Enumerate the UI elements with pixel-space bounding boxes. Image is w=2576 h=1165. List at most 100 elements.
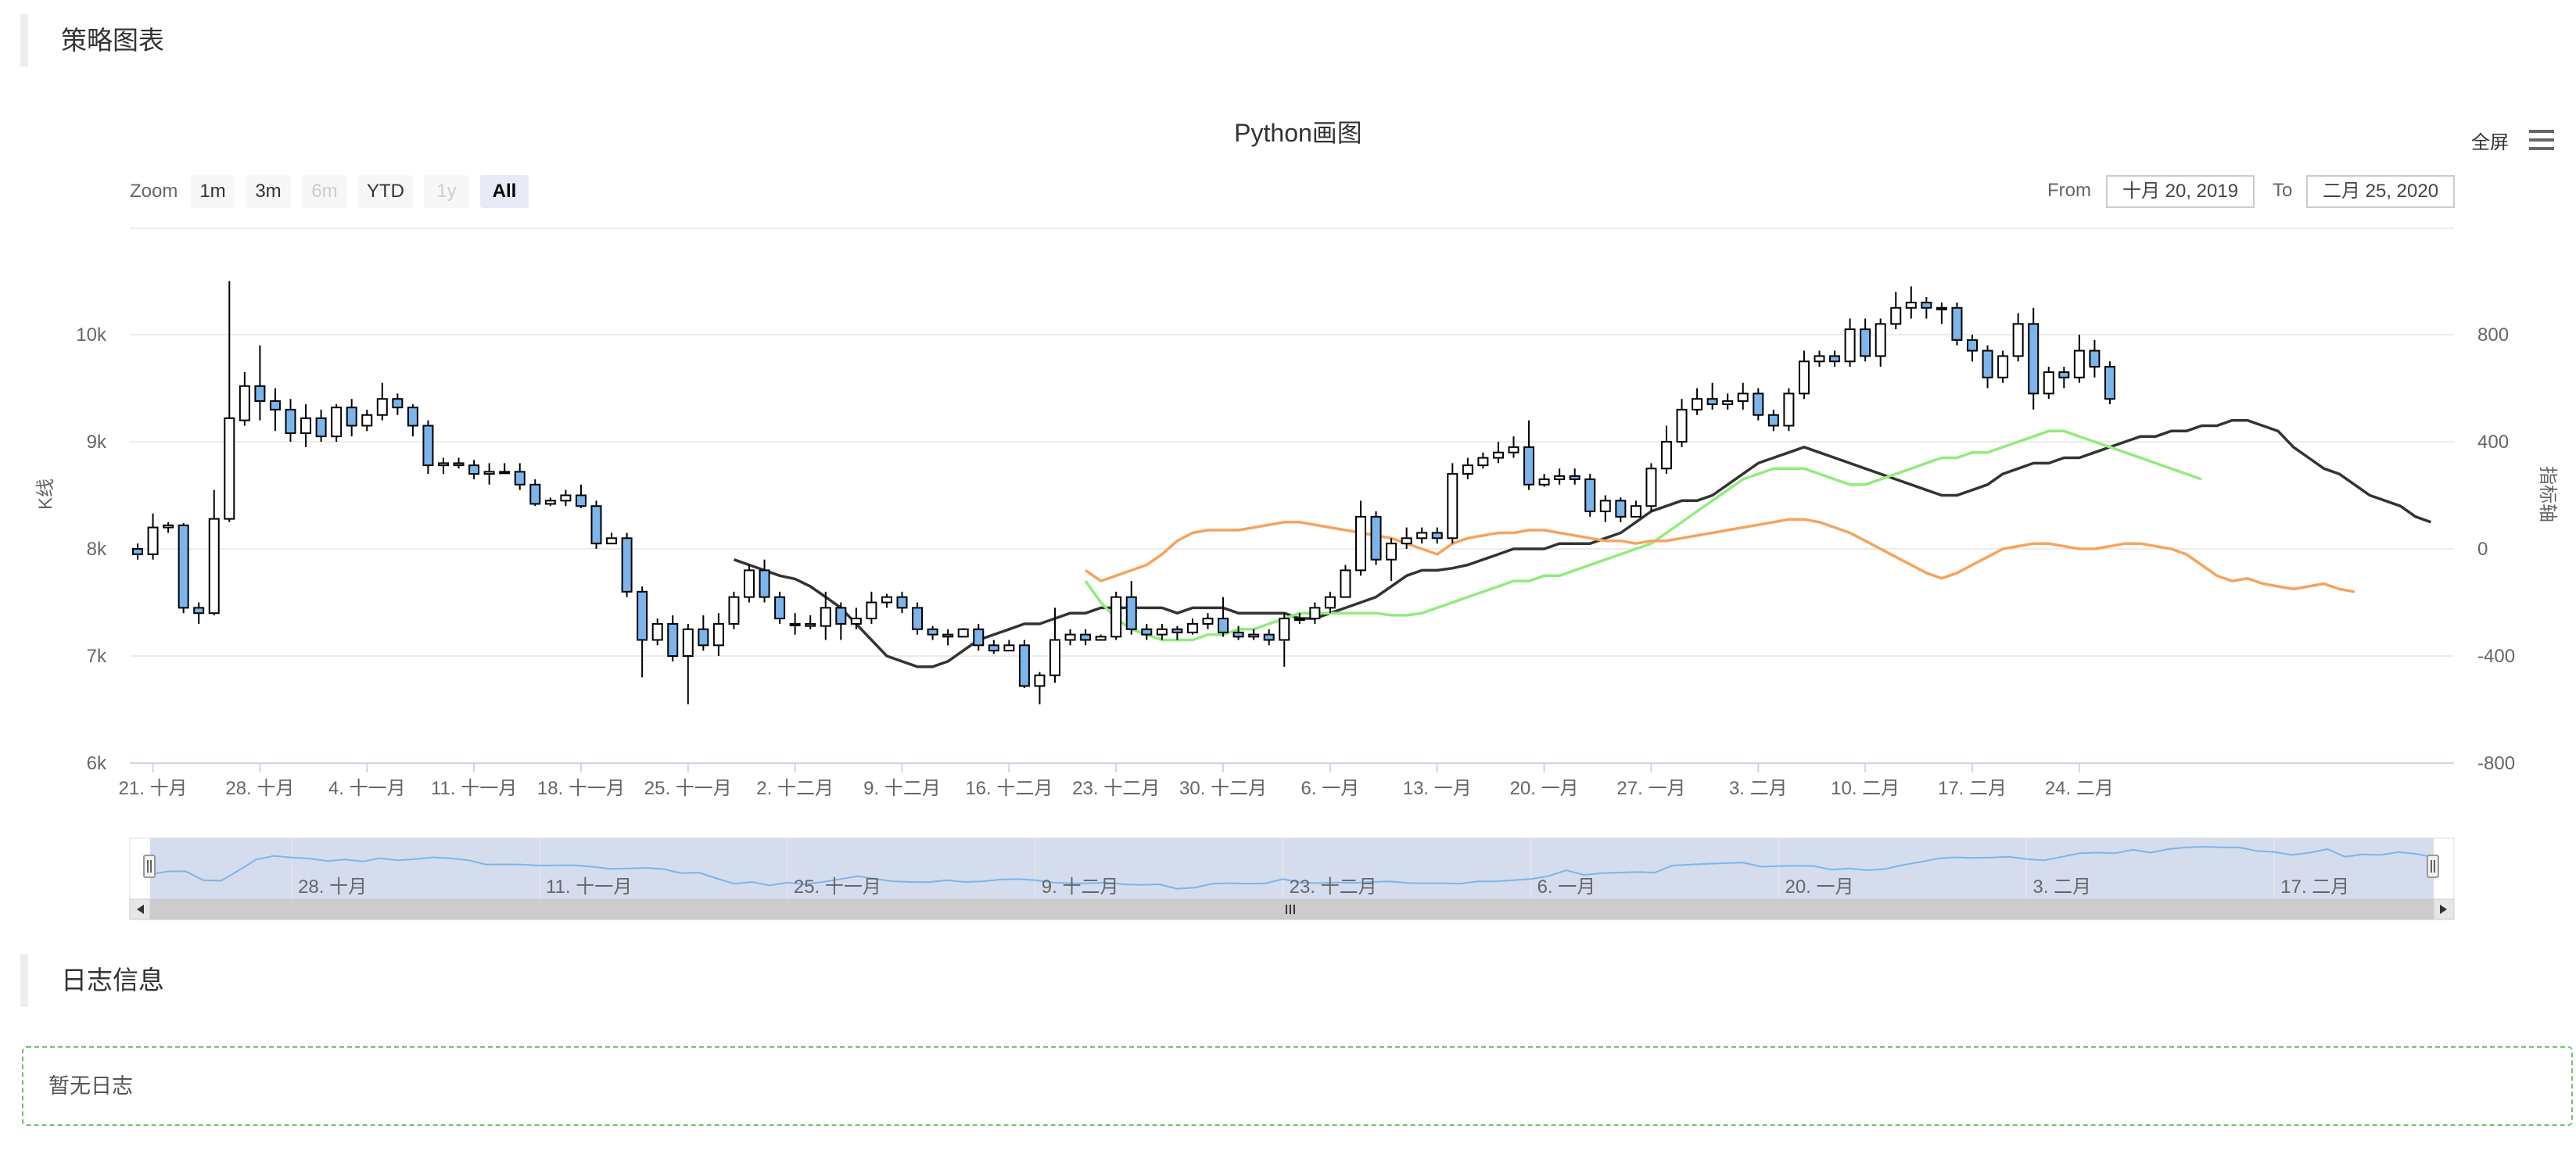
candle — [1523, 420, 1535, 490]
candle — [988, 640, 999, 654]
to-date-input[interactable] — [2306, 175, 2455, 208]
candle — [1584, 474, 1596, 517]
candle — [2058, 367, 2070, 389]
x-tick-label: 25. 十一月 — [644, 778, 732, 799]
candle — [1967, 335, 1978, 362]
candle — [1692, 388, 1703, 415]
candle — [2089, 339, 2101, 378]
range-button-ytd[interactable]: YTD — [358, 175, 413, 208]
candle — [1783, 388, 1795, 432]
candle — [422, 420, 434, 475]
candle — [1141, 623, 1153, 640]
navigator-left-handle[interactable] — [143, 855, 156, 878]
candle — [2073, 335, 2085, 383]
candle — [1064, 629, 1076, 646]
candle — [1661, 425, 1672, 475]
candle — [2043, 367, 2054, 400]
candle — [1951, 302, 1963, 346]
scrollbar-grip-icon — [1286, 905, 1295, 914]
candle — [1477, 452, 1489, 469]
candle — [651, 618, 663, 646]
candle — [529, 479, 541, 507]
candle — [392, 393, 404, 415]
candle — [1110, 591, 1122, 640]
range-button-1m[interactable]: 1m — [191, 175, 235, 208]
navigator-tick-label: 25. 十一月 — [794, 876, 881, 898]
from-label: From — [2047, 180, 2091, 201]
navigator-selection[interactable] — [150, 838, 2434, 899]
strategy-chart: Python画图 Zoom 1m 3m 6m YTD 1y All From 十月 20,… — [35, 119, 2558, 920]
y-right-tick-label: 0 — [2477, 539, 2488, 560]
candle — [1875, 318, 1886, 367]
candle — [1615, 497, 1627, 522]
candle — [1018, 640, 1030, 689]
candle — [514, 463, 526, 490]
range-button-all[interactable]: All — [480, 175, 529, 208]
candle — [1263, 629, 1275, 646]
grid-lines — [130, 228, 2454, 764]
candle — [1293, 613, 1305, 624]
candle — [331, 404, 343, 442]
candle — [560, 489, 572, 507]
from-date-input[interactable] — [2106, 175, 2255, 208]
y-right-tick-label: -400 — [2477, 646, 2515, 667]
navigator-tick-label: 23. 十二月 — [1290, 876, 1377, 898]
y-right-tick-label: 800 — [2477, 324, 2509, 346]
navigator-tick-label: 17. 二月 — [2280, 876, 2349, 898]
candle — [483, 463, 495, 485]
candle — [1706, 382, 1718, 410]
range-button-3m[interactable]: 3m — [246, 175, 291, 208]
navigator-tick-label: 20. 一月 — [1785, 876, 1853, 898]
y-left-tick-label: 7k — [87, 646, 107, 667]
x-tick-label: 3. 二月 — [1729, 778, 1788, 799]
scrollbar[interactable] — [129, 898, 2455, 920]
x-tick-label: 4. 十一月 — [328, 778, 406, 799]
candle — [1645, 463, 1657, 512]
fullscreen-button[interactable]: 全屏 — [2471, 132, 2509, 153]
candle — [1340, 565, 1351, 598]
candle — [621, 532, 633, 597]
x-axis: 21. 十月 28. 十月 4. 十一月 11. 十一月 18. 十一月 25. 十一月 2… — [119, 763, 2114, 799]
navigator-right-handle[interactable] — [2427, 855, 2439, 878]
candle — [927, 626, 938, 640]
candle — [912, 602, 924, 635]
range-button-label: 6m — [311, 181, 337, 202]
candle — [789, 613, 801, 635]
candle — [1447, 463, 1458, 544]
arrow-left-icon — [137, 905, 144, 914]
x-tick-label: 9. 十二月 — [863, 778, 941, 799]
candle — [544, 497, 556, 507]
hamburger-menu-icon[interactable] — [2528, 128, 2556, 152]
candle — [1844, 318, 1856, 367]
candle — [1814, 350, 1825, 367]
candle — [881, 593, 892, 608]
navigator[interactable]: 28. 十月 11. 十一月 25. 十一月 9. 十二月 23. 十二月 6. 一月 20… — [129, 837, 2455, 900]
candle — [163, 522, 174, 533]
candle — [1232, 626, 1244, 640]
candle — [1431, 527, 1443, 544]
scrollbar-thumb[interactable] — [150, 899, 2434, 919]
candle — [590, 500, 602, 549]
candle — [866, 591, 877, 624]
x-tick-label: 13. 一月 — [1403, 778, 1472, 799]
log-section-title: 日志信息 — [61, 966, 164, 995]
range-selector: Zoom 1m 3m 6m YTD 1y All — [130, 175, 529, 208]
candle — [361, 409, 373, 432]
candle — [1401, 527, 1412, 549]
scroll-right-button[interactable] — [2433, 898, 2455, 920]
candle — [208, 489, 220, 615]
candle — [698, 615, 709, 651]
candle — [1080, 629, 1092, 646]
x-tick-label: 6. 一月 — [1301, 778, 1360, 799]
candle — [1095, 634, 1107, 641]
candle — [1936, 302, 1947, 324]
candle — [1034, 672, 1046, 704]
scroll-left-button[interactable] — [129, 898, 151, 920]
candle — [1370, 511, 1382, 565]
y-right-tick-label: -800 — [2477, 753, 2515, 774]
candle — [1676, 399, 1688, 447]
candle — [575, 484, 587, 508]
y-left-tick-label: 8k — [87, 539, 107, 560]
candle — [1218, 597, 1229, 637]
x-tick-label: 20. 一月 — [1510, 778, 1579, 799]
